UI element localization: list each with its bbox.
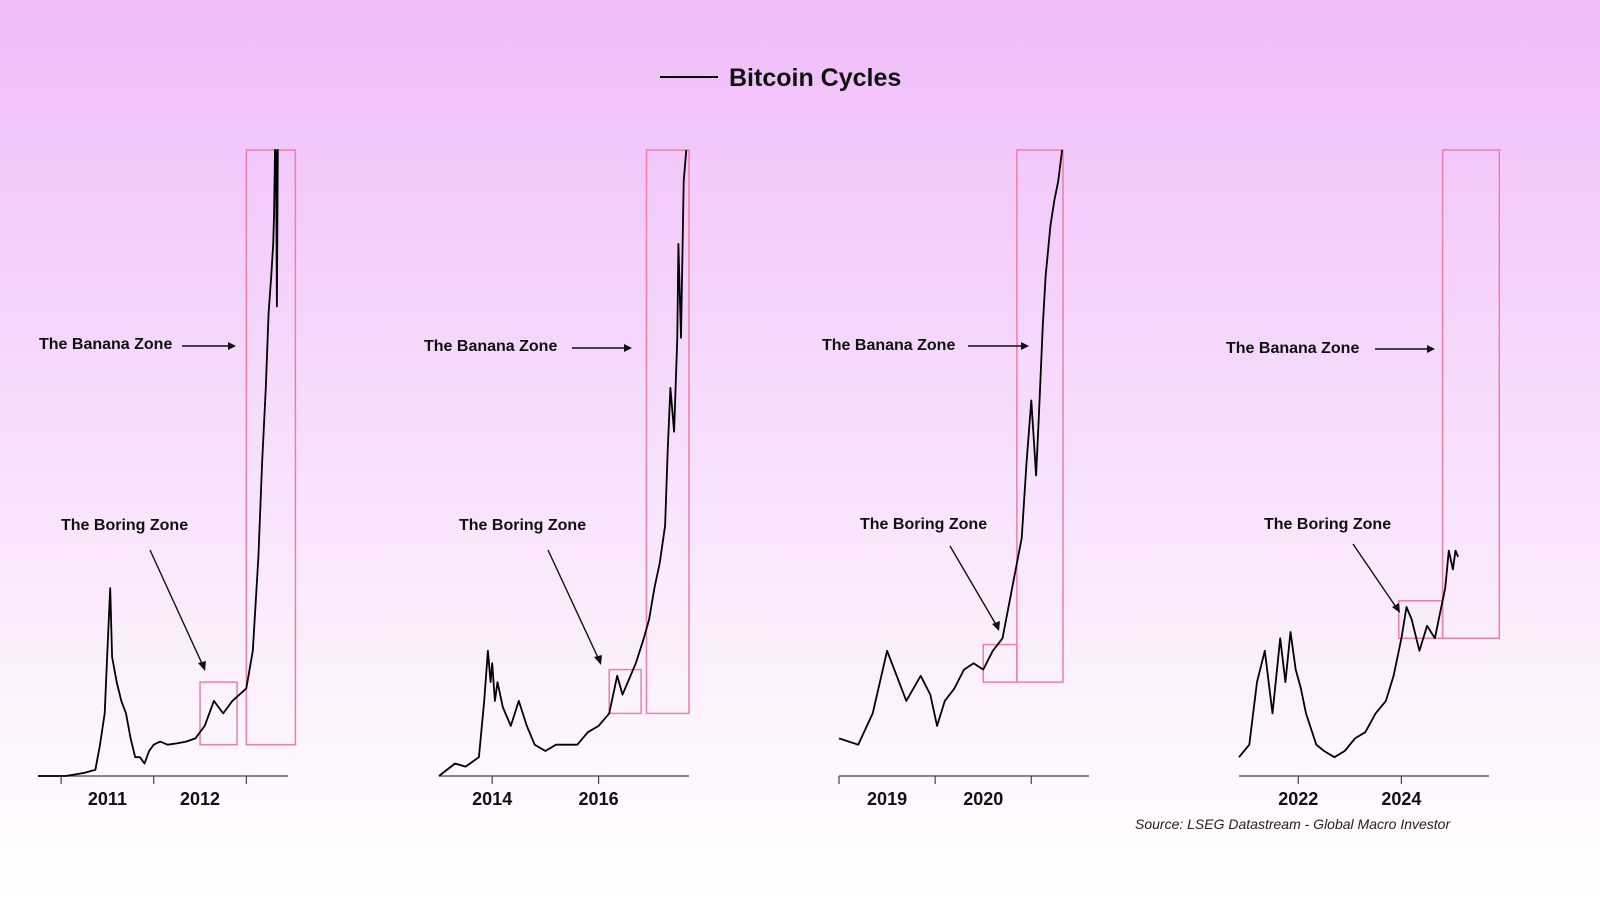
banana-zone-box xyxy=(1441,149,1501,640)
banana-zone-box xyxy=(645,149,690,715)
arrow-boring-1 xyxy=(149,549,205,669)
boring-zone-label: The Boring Zone xyxy=(860,516,987,533)
boring-zone-label: The Boring Zone xyxy=(459,517,586,534)
x-axis-ticks: 2014 2016 xyxy=(472,776,619,809)
bitcoin-price-line xyxy=(38,149,279,777)
cycle-panel-2: The Banana Zone The Boring Zone 2014 2016 xyxy=(424,149,690,809)
x-axis-ticks: 2019 2020 xyxy=(838,776,1032,809)
boring-zone-label: The Boring Zone xyxy=(1264,516,1391,533)
x-axis-ticks: 2022 2024 xyxy=(1278,776,1421,809)
chart-title: Bitcoin Cycles xyxy=(729,64,901,92)
arrowhead-icon xyxy=(198,661,206,671)
cycle-panel-3: The Banana Zone The Boring Zone 2019 2020 xyxy=(822,149,1089,809)
banana-zone-label: The Banana Zone xyxy=(1226,340,1359,357)
x-tick-label: 2022 xyxy=(1278,789,1318,809)
cycle-panel-1: The Banana Zone The Boring Zone 2011 2012 xyxy=(38,149,297,809)
bitcoin-price-line xyxy=(1238,549,1459,759)
banana-zone-box xyxy=(1016,149,1064,683)
bitcoin-price-line xyxy=(838,149,1063,746)
x-tick-label: 2020 xyxy=(963,789,1003,809)
banana-zone-label: The Banana Zone xyxy=(822,337,955,354)
arrowhead-icon xyxy=(594,655,602,665)
boring-zone-box xyxy=(982,643,1018,683)
boring-zone-box xyxy=(608,668,642,715)
arrow-boring-2 xyxy=(547,549,601,663)
banana-zone-box xyxy=(245,149,297,746)
x-tick-label: 2012 xyxy=(180,789,220,809)
arrow-boring-3 xyxy=(949,545,999,629)
x-tick-label: 2019 xyxy=(867,789,907,809)
arrowhead-icon xyxy=(992,621,1000,631)
banana-zone-label: The Banana Zone xyxy=(424,338,557,355)
x-tick-label: 2016 xyxy=(579,789,619,809)
banana-zone-label: The Banana Zone xyxy=(39,336,172,353)
bitcoin-price-line xyxy=(438,149,688,777)
boring-zone-box xyxy=(199,681,238,746)
arrowhead-icon xyxy=(1392,603,1400,613)
source-note: Source: LSEG Datastream - Global Macro I… xyxy=(1135,816,1451,832)
x-tick-label: 2024 xyxy=(1381,789,1421,809)
arrowhead-icon xyxy=(228,342,236,350)
arrowhead-icon xyxy=(1021,342,1029,350)
x-tick-label: 2014 xyxy=(472,789,512,809)
arrow-boring-4 xyxy=(1352,543,1399,611)
boring-zone-label: The Boring Zone xyxy=(61,517,188,534)
arrowhead-icon xyxy=(624,344,632,352)
annotation-arrows xyxy=(149,342,1435,671)
x-tick-label: 2011 xyxy=(88,789,127,809)
x-axis-ticks: 2011 2012 xyxy=(60,776,247,809)
arrowhead-icon xyxy=(1427,345,1435,353)
legend: Bitcoin Cycles xyxy=(660,64,901,92)
cycle-panel-4: The Banana Zone The Boring Zone 2022 2024 xyxy=(1226,149,1501,809)
